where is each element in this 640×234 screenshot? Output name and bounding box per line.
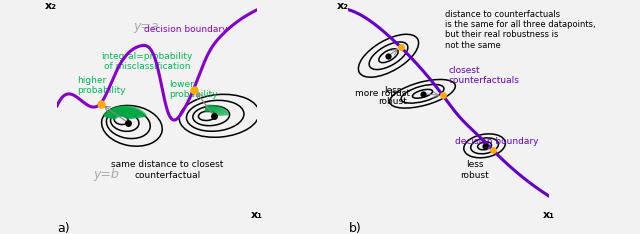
Text: decision boundary: decision boundary <box>455 137 539 146</box>
Text: x₁: x₁ <box>252 210 263 220</box>
Text: closest
counterfactuals: closest counterfactuals <box>449 66 520 85</box>
Text: distance to counterfactuals
is the same for all three datapoints,
but their real: distance to counterfactuals is the same … <box>445 10 595 50</box>
Text: lower
probability: lower probability <box>169 80 218 99</box>
Text: a): a) <box>57 222 70 234</box>
Text: x₁: x₁ <box>543 210 555 220</box>
Text: x₂: x₂ <box>337 1 348 11</box>
Text: integral=probability
of misclassification: integral=probability of misclassificatio… <box>102 52 193 71</box>
Text: y=a: y=a <box>133 20 159 33</box>
Text: less
robust: less robust <box>460 161 489 180</box>
Text: less
robust: less robust <box>378 86 407 106</box>
Text: x₂: x₂ <box>45 1 57 11</box>
Text: decision boundary: decision boundary <box>144 25 227 34</box>
Text: b): b) <box>348 222 361 234</box>
Text: more robust: more robust <box>355 89 410 98</box>
Text: higher
probability: higher probability <box>77 76 125 95</box>
Text: same distance to closest
counterfactual: same distance to closest counterfactual <box>111 160 223 179</box>
Text: y=b: y=b <box>93 168 119 181</box>
